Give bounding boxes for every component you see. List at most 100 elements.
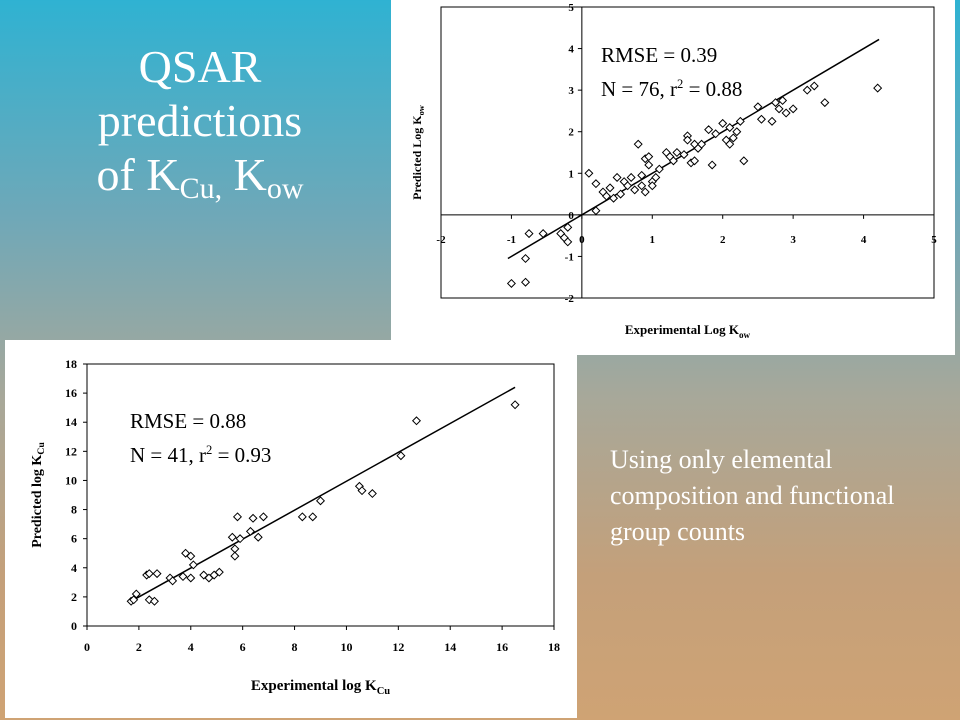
slide-title: QSAR predictions of KCu, Kow xyxy=(55,40,345,205)
data-point xyxy=(788,104,798,114)
data-point xyxy=(230,551,240,561)
data-point xyxy=(718,118,728,128)
data-point xyxy=(637,170,647,180)
y-tick-label: 10 xyxy=(65,473,77,487)
data-point xyxy=(506,278,516,288)
data-point xyxy=(679,150,689,160)
x-tick-label: 14 xyxy=(444,640,456,654)
data-point xyxy=(672,147,682,158)
data-point xyxy=(214,567,224,577)
x-tick-label: 18 xyxy=(548,640,560,654)
data-point xyxy=(367,489,377,499)
data-point xyxy=(630,185,640,195)
title-k2: K xyxy=(222,149,267,200)
data-point xyxy=(563,222,573,232)
data-point xyxy=(756,114,766,124)
data-point xyxy=(144,569,154,579)
n-r2-annotation: N = 41, r2 = 0.93 xyxy=(130,443,271,467)
data-point xyxy=(235,534,245,544)
data-point xyxy=(245,526,255,536)
data-point xyxy=(802,85,812,95)
data-point xyxy=(131,589,141,599)
data-point xyxy=(774,104,784,114)
y-tick-label: 2 xyxy=(71,590,77,604)
data-point xyxy=(781,108,791,118)
data-point xyxy=(647,181,657,191)
x-tick-label: 4 xyxy=(188,640,194,654)
data-point xyxy=(308,512,318,522)
rmse-annotation: RMSE = 0.39 xyxy=(601,43,717,67)
x-tick-label: 3 xyxy=(790,234,796,246)
data-point xyxy=(524,229,534,239)
data-point xyxy=(538,229,548,239)
x-tick-label: 1 xyxy=(650,234,656,246)
data-point xyxy=(771,98,781,108)
data-point xyxy=(396,451,406,461)
data-point xyxy=(654,164,664,174)
data-point xyxy=(152,569,162,579)
data-point xyxy=(258,512,268,522)
data-point xyxy=(563,237,573,247)
x-tick-label: 0 xyxy=(579,234,585,246)
data-point xyxy=(297,512,307,522)
x-tick-label: 8 xyxy=(292,640,298,654)
data-point xyxy=(230,544,240,554)
title-of-k: of K xyxy=(96,149,180,200)
data-point xyxy=(651,172,661,182)
x-tick-label: -1 xyxy=(507,234,516,246)
data-point xyxy=(178,572,188,582)
data-point xyxy=(411,416,422,426)
x-tick-label: 16 xyxy=(496,640,508,654)
data-point xyxy=(149,596,159,606)
data-point xyxy=(584,168,594,178)
data-point xyxy=(728,133,738,143)
data-point xyxy=(732,127,742,137)
x-tick-label: -2 xyxy=(436,234,446,246)
plot-area xyxy=(440,6,935,299)
data-point xyxy=(873,83,883,93)
rmse-annotation: RMSE = 0.88 xyxy=(130,409,246,433)
title-sub-ow: ow xyxy=(266,172,304,205)
y-tick-label: 8 xyxy=(71,503,77,517)
plot-area xyxy=(86,363,555,627)
y-tick-label: 0 xyxy=(71,619,77,633)
y-tick-label: 4 xyxy=(71,561,77,575)
data-point xyxy=(144,595,154,605)
data-point xyxy=(820,98,830,108)
x-tick-label: 12 xyxy=(392,640,404,654)
data-point xyxy=(357,486,367,496)
title-sub-cu: Cu, xyxy=(179,172,223,205)
data-point xyxy=(725,139,735,149)
y-tick-label: 12 xyxy=(65,444,77,458)
kow-scatter-chart: -2 -1 0 1 2 3 4 5 -2 -1 0 1 2 3 4 5 RMSE = 0.39 N = 76, r… xyxy=(410,2,937,340)
kcu-scatter-chart: 0 2 4 6 8 10 12 14 16 18 0 2 4 6 8 10 12 14 16 18 RMSE = 0.8… xyxy=(30,357,560,697)
data-point xyxy=(644,160,654,170)
data-point xyxy=(315,496,326,506)
data-point xyxy=(637,181,647,191)
x-axis-label: Experimental Log Kow xyxy=(625,322,751,340)
x-tick-label: 0 xyxy=(84,640,90,654)
y-tick-label: 14 xyxy=(65,415,77,429)
x-axis-label: Experimental log KCu xyxy=(251,678,390,697)
data-point xyxy=(690,156,700,166)
y-tick-label: 0 xyxy=(568,210,574,222)
data-point xyxy=(711,129,721,139)
y-tick-label: 1 xyxy=(568,168,574,180)
x-tick-label: 2 xyxy=(136,640,142,654)
data-point xyxy=(602,191,612,201)
y-axis-label: Predicted Log Kow xyxy=(410,105,426,200)
data-point xyxy=(227,532,237,542)
data-point xyxy=(232,512,242,522)
data-point xyxy=(521,277,531,287)
data-point xyxy=(644,152,654,162)
data-point xyxy=(633,139,643,149)
data-point xyxy=(668,156,678,166)
title-line-1: QSAR xyxy=(138,41,262,92)
data-point xyxy=(168,576,178,586)
data-point xyxy=(612,172,622,182)
y-tick-label: -1 xyxy=(565,251,574,263)
data-point xyxy=(609,193,619,203)
y-tick-label: 4 xyxy=(568,44,574,56)
data-point xyxy=(186,551,196,561)
data-point xyxy=(591,206,601,216)
